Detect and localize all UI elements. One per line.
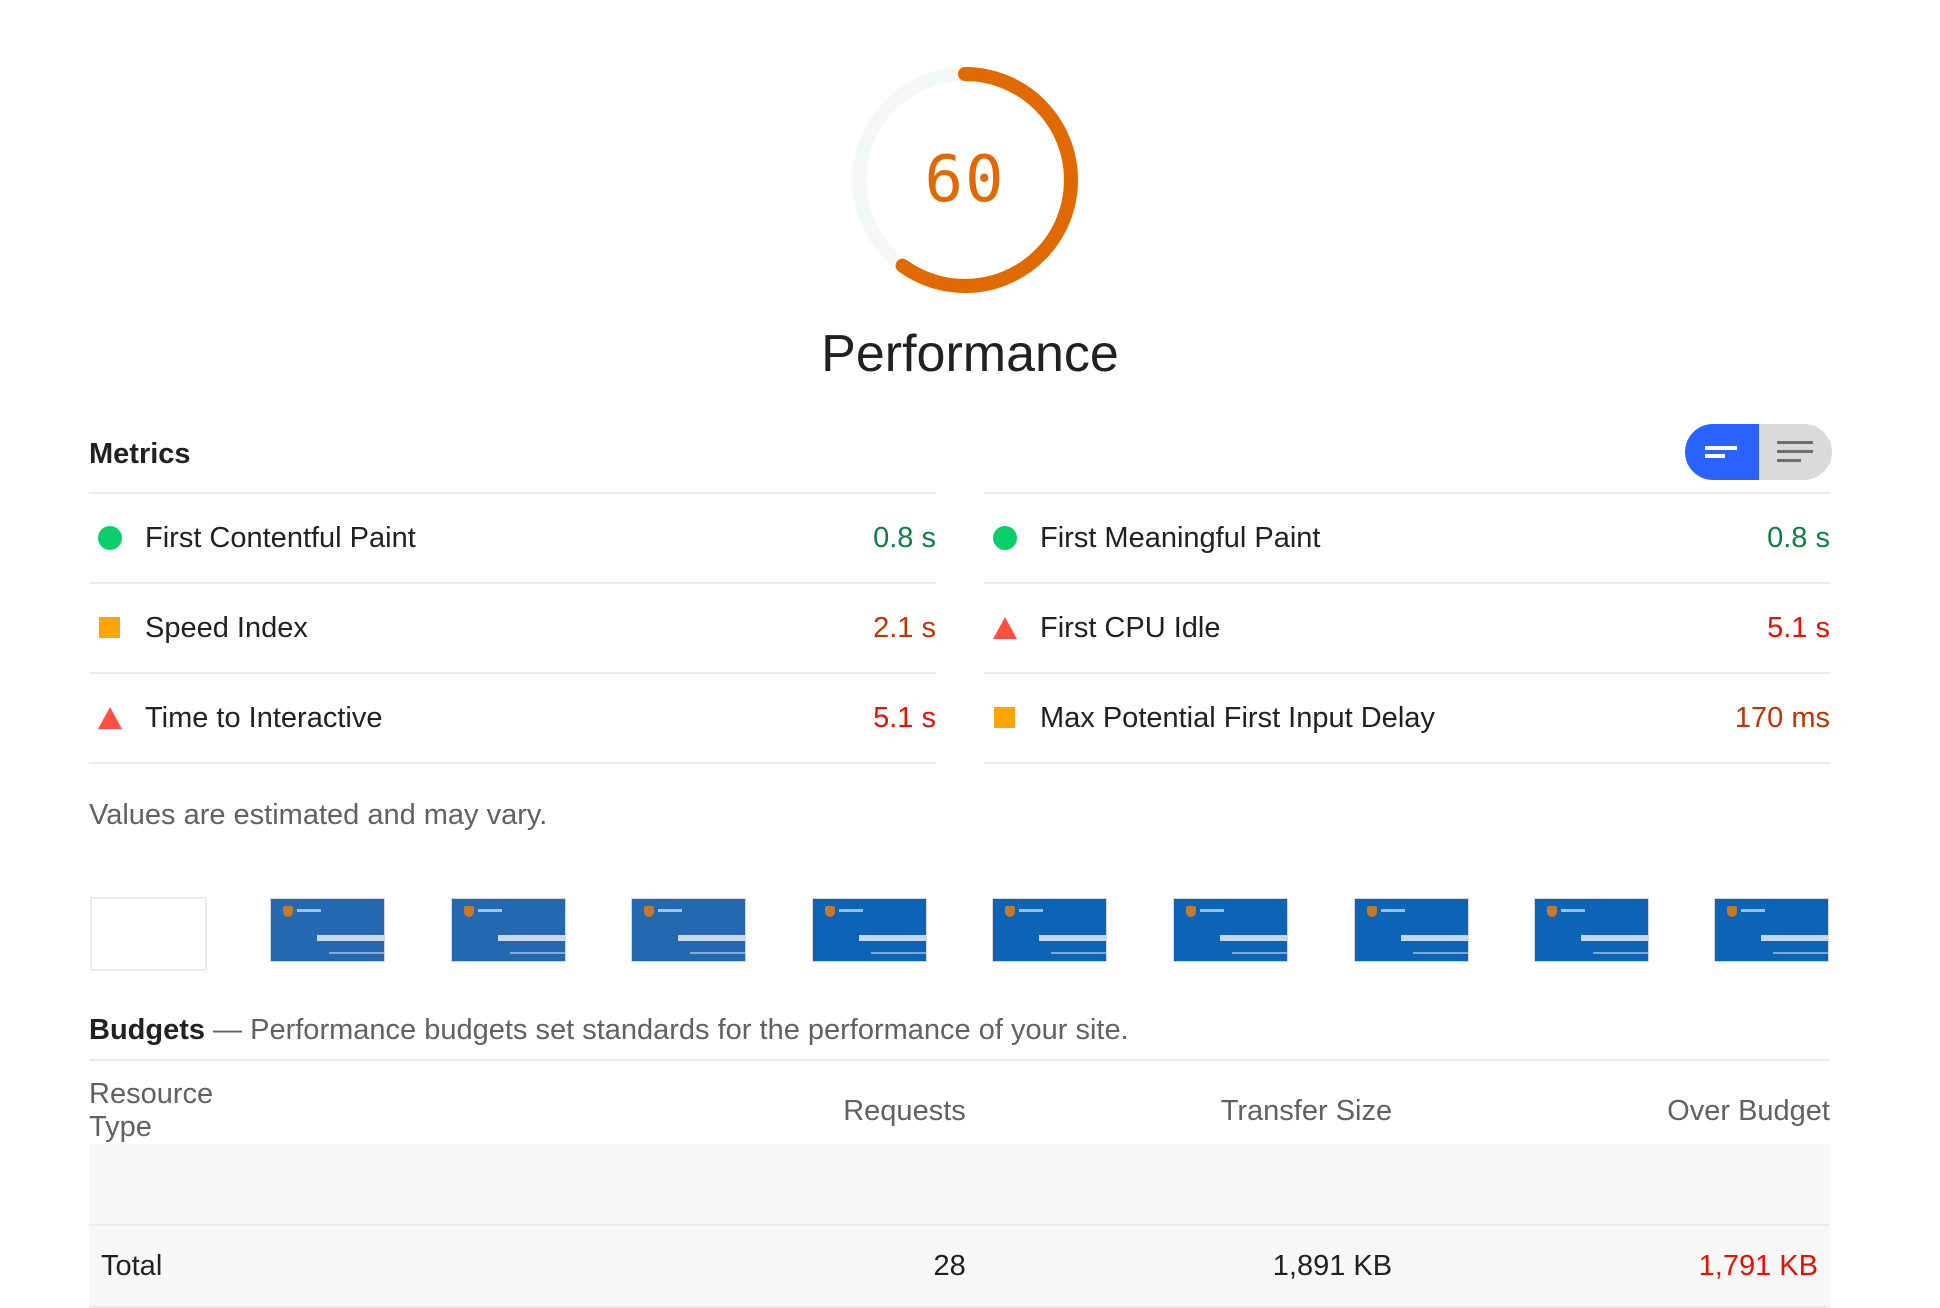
filmstrip-frame xyxy=(812,898,927,962)
metrics-column-right: First Meaningful Paint 0.8 s First CPU I… xyxy=(984,492,1830,764)
metric-label: First CPU Idle xyxy=(1040,611,1221,644)
metrics-heading: Metrics xyxy=(89,438,191,470)
filmstrip-frame xyxy=(451,898,566,962)
cell-requests: 28 xyxy=(213,1225,966,1308)
filmstrip-frame xyxy=(631,898,746,962)
site-logo-icon xyxy=(464,906,474,917)
compact-view-button[interactable] xyxy=(1685,424,1759,480)
gauge-ring-icon xyxy=(852,67,1078,293)
square-average-icon xyxy=(992,705,1018,731)
category-title: Performance xyxy=(821,325,1119,383)
column-header-transfer-size: Transfer Size xyxy=(1220,1094,1393,1127)
metric-label: Max Potential First Input Delay xyxy=(1040,701,1435,734)
budget-table: Resource Type Requests Transfer Size Ove… xyxy=(89,1078,1830,1308)
performance-score: 60 xyxy=(924,143,1006,217)
metric-value: 2.1 s xyxy=(873,611,936,644)
metric-value: 0.8 s xyxy=(1767,521,1830,554)
metric-value: 5.1 s xyxy=(1767,611,1830,644)
site-logo-icon xyxy=(644,906,654,917)
metrics-view-toggle[interactable] xyxy=(1685,424,1832,480)
cell-transfer-size: 1,891 KB xyxy=(965,1225,1393,1308)
budgets-divider xyxy=(89,1059,1830,1061)
site-logo-icon xyxy=(1367,906,1377,917)
metric-row-speed-index: Speed Index 2.1 s xyxy=(89,582,936,672)
metric-row-first-cpu-idle: First CPU Idle 5.1 s xyxy=(984,582,1830,672)
circle-pass-icon xyxy=(992,525,1018,551)
column-header-over-budget: Over Budget xyxy=(1667,1094,1830,1127)
budgets-description: Performance budgets set standards for th… xyxy=(250,1014,1129,1046)
budget-table-header: Resource Type Requests Transfer Size Ove… xyxy=(89,1078,1830,1144)
triangle-fail-icon xyxy=(97,705,123,731)
metric-label: First Meaningful Paint xyxy=(1040,521,1321,554)
metric-row-first-meaningful-paint: First Meaningful Paint 0.8 s xyxy=(984,492,1830,582)
filmstrip-frame-blank xyxy=(90,897,207,971)
triangle-fail-icon xyxy=(992,615,1018,641)
filmstrip-frame xyxy=(1714,898,1829,962)
metric-row-first-contentful-paint: First Contentful Paint 0.8 s xyxy=(89,492,936,582)
compact-lines-icon xyxy=(1704,446,1737,458)
site-logo-icon xyxy=(1727,906,1737,917)
filmstrip-frame xyxy=(1354,898,1469,962)
site-logo-icon xyxy=(1005,906,1015,917)
filmstrip-frame xyxy=(992,898,1107,962)
table-row: Total 28 1,891 KB 1,791 KB xyxy=(89,1225,1830,1308)
site-logo-icon xyxy=(1547,906,1557,917)
cell-resource-type: Total xyxy=(89,1225,214,1308)
site-logo-icon xyxy=(283,906,293,917)
filmstrip-frame xyxy=(1173,898,1288,962)
metric-label: Time to Interactive xyxy=(145,701,383,734)
budgets-heading: Budgets — Performance budgets set standa… xyxy=(89,1012,1129,1048)
metric-label: Speed Index xyxy=(145,611,308,644)
metric-row-time-to-interactive: Time to Interactive 5.1 s xyxy=(89,672,936,764)
expanded-lines-icon xyxy=(1777,441,1814,462)
metric-value: 5.1 s xyxy=(873,701,936,734)
performance-score-gauge: 60 xyxy=(845,60,1085,300)
column-header-requests: Requests xyxy=(843,1094,966,1127)
square-average-icon xyxy=(97,615,123,641)
expanded-view-button[interactable] xyxy=(1758,424,1832,480)
column-header-resource-type: Resource Type xyxy=(89,1078,214,1143)
metric-label: First Contentful Paint xyxy=(145,521,416,554)
filmstrip-frame xyxy=(1534,898,1649,962)
site-logo-icon xyxy=(1186,906,1196,917)
metric-row-max-potential-fid: Max Potential First Input Delay 170 ms xyxy=(984,672,1830,764)
budgets-separator: — xyxy=(205,1014,251,1046)
metrics-column-left: First Contentful Paint 0.8 s Speed Index… xyxy=(89,492,936,764)
budgets-title: Budgets xyxy=(89,1014,205,1046)
metric-value: 170 ms xyxy=(1734,701,1830,734)
metric-value: 0.8 s xyxy=(873,521,936,554)
cell-over-budget: 1,791 KB xyxy=(1392,1225,1830,1308)
circle-pass-icon xyxy=(97,525,123,551)
filmstrip-frame xyxy=(270,898,385,962)
site-logo-icon xyxy=(825,906,835,917)
metrics-disclaimer: Values are estimated and may vary. xyxy=(89,799,548,831)
